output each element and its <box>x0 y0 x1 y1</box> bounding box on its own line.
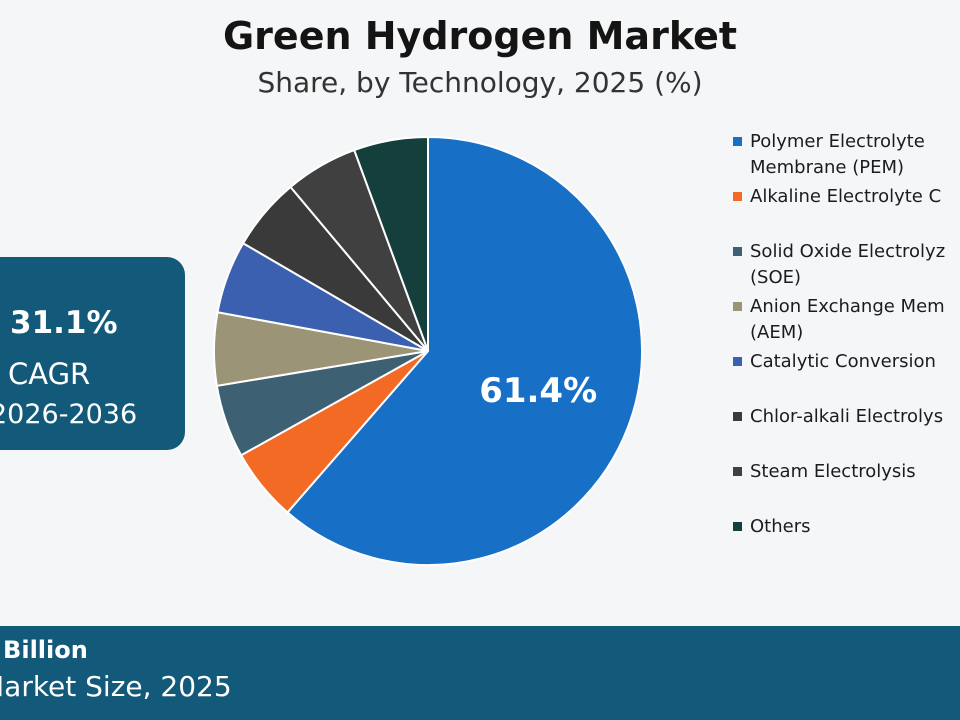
legend-label: Others <box>750 516 811 537</box>
legend-label: Catalytic Conversion <box>750 351 936 372</box>
legend-label: Alkaline Electrolyte C <box>750 186 942 207</box>
legend-swatch <box>733 247 742 256</box>
market-size-bar: 3 Billion Market Size, 2025 <box>0 626 960 720</box>
legend-label: Solid Oxide Electrolyz (SOE) <box>750 241 946 288</box>
chart-subtitle: Share, by Technology, 2025 (%) <box>257 66 703 99</box>
legend-label: Steam Electrolysis <box>750 461 916 482</box>
pie-slice-1 <box>286 135 643 566</box>
legend-label: Chlor-alkali Electrolys <box>750 406 944 427</box>
legend-label: Polymer Electrolyte Membrane (PEM) <box>750 131 925 178</box>
legend-swatch <box>733 357 742 366</box>
cagr-box: 31.1% CAGR 2026-2036 <box>0 257 185 450</box>
legend-swatch <box>733 412 742 421</box>
pie-data-label-1: 61.4% <box>479 371 597 411</box>
cagr-label: CAGR <box>8 357 91 391</box>
legend-swatch <box>733 467 742 476</box>
cagr-value: 31.1% <box>10 305 118 341</box>
legend-swatch <box>733 192 742 201</box>
chart-title: Green Hydrogen Market <box>222 14 738 58</box>
pie-slice-8 <box>352 135 429 352</box>
cagr-period: 2026-2036 <box>0 399 138 430</box>
legend-swatch <box>733 137 742 146</box>
chart-legend: Polymer Electrolyte Membrane (PEM) Alkalin… <box>733 129 960 549</box>
legend-swatch <box>733 302 742 311</box>
market-size-value: 3 Billion <box>0 636 88 664</box>
market-size-label: Market Size, 2025 <box>0 670 232 703</box>
legend-label: Anion Exchange Mem (AEM) <box>750 296 945 343</box>
legend-swatch <box>733 522 742 531</box>
